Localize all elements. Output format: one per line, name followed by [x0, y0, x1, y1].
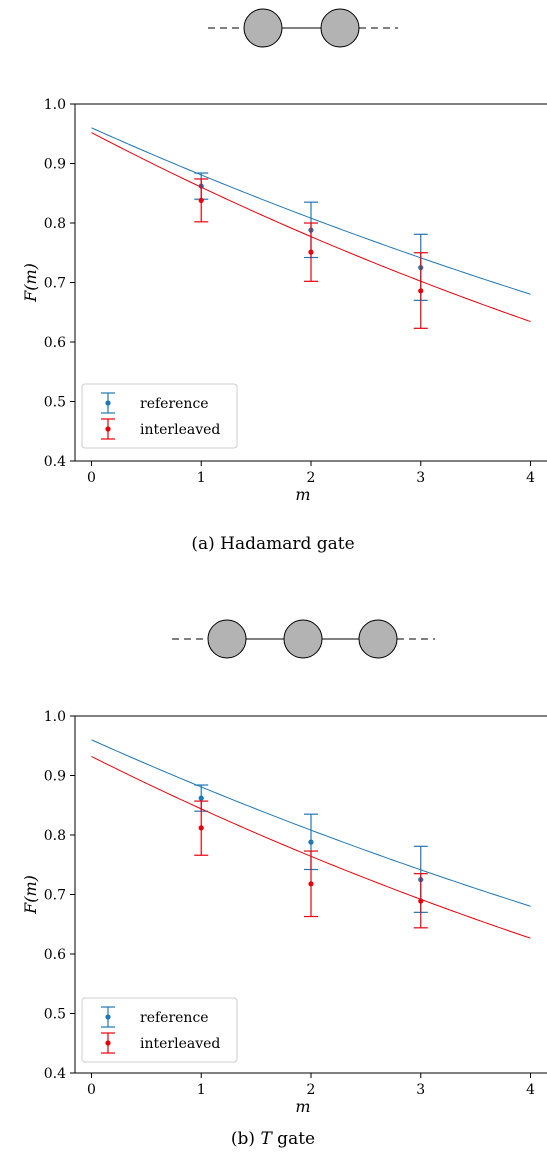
y-tick-label: 1.0 — [44, 709, 66, 725]
legend: reference interleaved — [81, 383, 238, 449]
data-point — [308, 881, 314, 887]
legend-item: interleaved — [101, 1032, 220, 1054]
y-axis-label: F(m) — [21, 875, 40, 915]
legend-label: reference — [140, 1010, 209, 1026]
y-tick-label: 0.5 — [44, 395, 66, 411]
chain-diagram — [208, 8, 398, 48]
legend-label: interleaved — [140, 422, 220, 438]
x-tick-label: 4 — [526, 1082, 535, 1098]
legend-label: interleaved — [140, 1036, 220, 1052]
legend-marker — [105, 1014, 111, 1020]
caption-prefix: (a) — [191, 534, 220, 554]
caption-prefix: (b) — [231, 1129, 261, 1149]
x-axis-label: m — [295, 485, 310, 504]
y-tick-label: 0.6 — [44, 335, 66, 351]
caption: (a) Hadamard gate — [191, 534, 354, 554]
legend-item: reference — [101, 1006, 209, 1028]
y-tick-label: 1.0 — [44, 97, 66, 113]
legend-item: interleaved — [101, 418, 220, 440]
chain-diagram — [172, 619, 435, 659]
series-interleaved — [91, 756, 531, 939]
legend-label: reference — [140, 396, 209, 412]
legend: reference interleaved — [81, 997, 238, 1063]
x-tick-label: 1 — [197, 470, 206, 486]
data-point — [308, 249, 314, 255]
x-tick-label: 0 — [87, 1082, 96, 1098]
y-tick-label: 0.9 — [44, 157, 66, 173]
y-tick-label: 0.4 — [44, 454, 66, 470]
data-point — [418, 288, 424, 294]
y-tick-label: 0.4 — [44, 1066, 66, 1082]
plot-area: 0 1 2 3 4 0.4 0.5 0.6 0.7 0.8 0.9 1.0 m F(m) reference… — [21, 97, 547, 504]
caption-suffix: gate — [272, 1129, 315, 1149]
x-tick-label: 3 — [416, 1082, 425, 1098]
data-point — [198, 795, 204, 801]
series-interleaved — [91, 132, 531, 329]
chain-node — [283, 619, 323, 659]
data-point — [198, 197, 204, 203]
chain-node — [243, 8, 283, 48]
data-point — [308, 839, 314, 845]
plot-area: 0 1 2 3 4 0.4 0.5 0.6 0.7 0.8 0.9 1.0 m F(m) reference… — [21, 709, 547, 1116]
panel-2: 0 1 2 3 4 0.4 0.5 0.6 0.7 0.8 0.9 1.0 m F(m) reference… — [21, 619, 547, 1149]
legend-marker — [105, 400, 111, 406]
legend-marker — [105, 1040, 111, 1046]
x-tick-label: 1 — [197, 1082, 206, 1098]
y-tick-label: 0.7 — [44, 888, 66, 904]
y-tick-label: 0.8 — [44, 828, 66, 844]
chain-node — [207, 619, 247, 659]
legend-box — [81, 383, 238, 449]
y-tick-label: 0.5 — [44, 1007, 66, 1023]
legend-box — [81, 997, 238, 1063]
y-tick-label: 0.6 — [44, 947, 66, 963]
legend-marker — [105, 426, 111, 432]
x-tick-label: 4 — [526, 470, 535, 486]
x-tick-label: 0 — [87, 470, 96, 486]
caption-label: Hadamard gate — [220, 534, 355, 554]
caption: (b) T gate — [231, 1129, 315, 1149]
data-point — [418, 898, 424, 904]
chain-node — [320, 8, 360, 48]
data-point — [198, 825, 204, 831]
chain-node — [358, 619, 398, 659]
x-tick-label: 3 — [416, 470, 425, 486]
x-axis-label: m — [295, 1097, 310, 1116]
x-tick-label: 2 — [307, 470, 316, 486]
legend-item: reference — [101, 392, 209, 414]
y-tick-label: 0.7 — [44, 276, 66, 292]
x-tick-label: 2 — [307, 1082, 316, 1098]
y-axis-label: F(m) — [21, 263, 40, 303]
y-tick-label: 0.8 — [44, 216, 66, 232]
y-tick-label: 0.9 — [44, 769, 66, 785]
panel-1: 0 1 2 3 4 0.4 0.5 0.6 0.7 0.8 0.9 1.0 m F(m) reference… — [21, 8, 547, 554]
caption-label: T — [260, 1129, 273, 1149]
